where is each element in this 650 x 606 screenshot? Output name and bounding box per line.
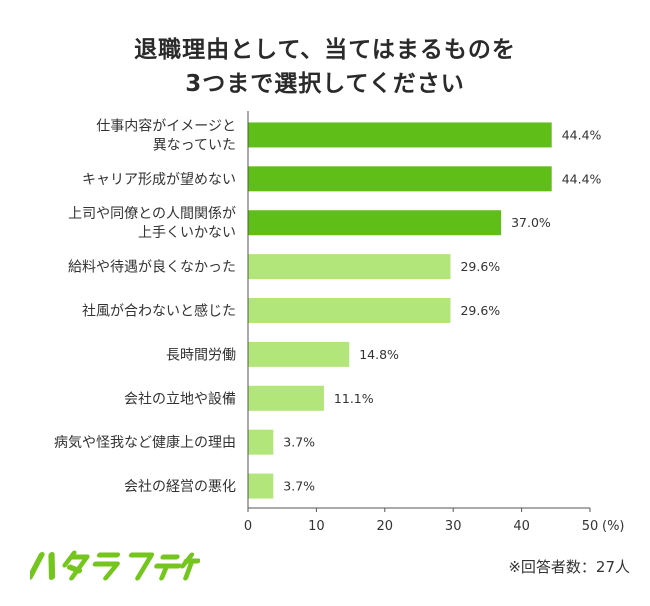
category-label: 社風が合わないと感じた <box>82 303 236 320</box>
brand-logo-mark <box>30 550 200 581</box>
x-tick-label: 10 <box>308 519 325 534</box>
bar <box>248 166 552 192</box>
category-label: 上手くいかない <box>138 225 236 241</box>
x-tick-label: 40 <box>513 519 530 534</box>
x-axis-unit: (%) <box>602 519 625 534</box>
bar <box>248 429 274 455</box>
bar <box>248 210 502 236</box>
data-label: 14.8% <box>359 347 399 362</box>
chart-title-line-1: 退職理由として、当てはまるものを <box>134 37 516 63</box>
bar <box>248 298 451 323</box>
category-label: 仕事内容がイメージと <box>96 117 236 134</box>
category-label: 給料や待遇が良くなかった <box>68 260 236 276</box>
bar <box>248 122 552 148</box>
category-label: 会社の経営の悪化 <box>124 479 236 495</box>
brand-logo <box>30 550 200 581</box>
data-label: 3.7% <box>283 435 315 450</box>
data-label: 29.6% <box>460 259 500 274</box>
category-label: 長時間労働 <box>166 347 236 363</box>
category-label: 病気や怪我など健康上の理由 <box>54 434 236 451</box>
data-label: 11.1% <box>334 391 374 406</box>
data-label: 37.0% <box>511 215 551 230</box>
x-tick-label: 20 <box>377 519 394 534</box>
bar <box>248 473 274 499</box>
category-label: 会社の立地や設備 <box>124 391 236 407</box>
category-label: 異なっていた <box>153 137 236 153</box>
bar <box>248 385 324 411</box>
data-label: 29.6% <box>460 303 500 318</box>
data-label: 44.4% <box>562 171 602 186</box>
x-tick-label: 0 <box>244 519 252 534</box>
respondent-count-note: ※回答者数：27人 <box>508 558 630 576</box>
x-tick-label: 50 <box>582 519 599 534</box>
data-label: 3.7% <box>283 479 315 494</box>
category-label: 上司や同僚との人間関係が <box>68 206 236 222</box>
data-label: 44.4% <box>562 127 602 142</box>
bar <box>248 254 451 280</box>
bar <box>248 341 350 367</box>
x-tick-label: 30 <box>445 519 462 534</box>
category-label: キャリア形成が望めない <box>82 172 236 188</box>
chart-title-line-2: 3つまで選択してください <box>185 71 465 97</box>
